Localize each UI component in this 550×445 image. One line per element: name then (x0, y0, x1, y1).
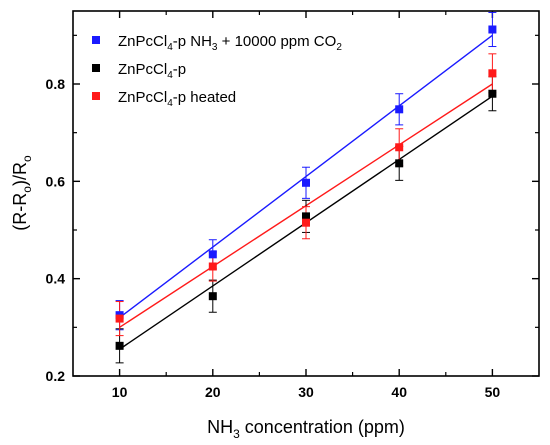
data-point-0 (208, 250, 217, 259)
legend-marker-2 (92, 92, 100, 100)
data-point-1 (395, 159, 404, 168)
legend-marker-1 (92, 64, 100, 72)
y-tick-label: 0.4 (46, 271, 66, 287)
data-point-1 (208, 292, 217, 301)
data-points (115, 25, 497, 350)
x-tick-label: 50 (485, 384, 501, 400)
y-tick-label: 0.8 (46, 76, 66, 92)
x-tick-label: 30 (298, 384, 314, 400)
data-point-2 (395, 143, 404, 152)
y-tick-label: 0.6 (46, 173, 66, 189)
data-point-2 (115, 314, 124, 323)
data-point-2 (302, 218, 310, 227)
data-point-1 (302, 212, 310, 221)
y-tick-label: 0.2 (46, 368, 66, 384)
legend-label-2: ZnPcCl4-p heated (118, 89, 236, 109)
x-tick-label: 40 (391, 384, 407, 400)
data-point-1 (115, 341, 124, 350)
data-point-2 (488, 69, 497, 78)
legend: ZnPcCl4-p NH3 + 10000 ppm CO2 ZnPcCl4-p … (92, 33, 342, 109)
legend-label-1: ZnPcCl4-p (118, 61, 186, 81)
x-axis-title: NH3 concentration (ppm) (207, 417, 405, 441)
data-point-0 (395, 105, 404, 114)
x-tick-label: 10 (112, 384, 128, 400)
legend-label-0: ZnPcCl4-p NH3 + 10000 ppm CO2 (118, 33, 342, 53)
axis-ticks: 10 20 30 40 50 0.2 0.4 0.6 0.8 (46, 11, 539, 400)
data-point-0 (488, 25, 497, 34)
y-axis-title: (R-Ro)/Ro (10, 155, 34, 231)
x-tick-label: 20 (205, 384, 221, 400)
data-point-1 (488, 89, 497, 98)
data-point-2 (208, 262, 217, 271)
legend-marker-0 (92, 36, 100, 44)
data-point-0 (302, 178, 310, 187)
